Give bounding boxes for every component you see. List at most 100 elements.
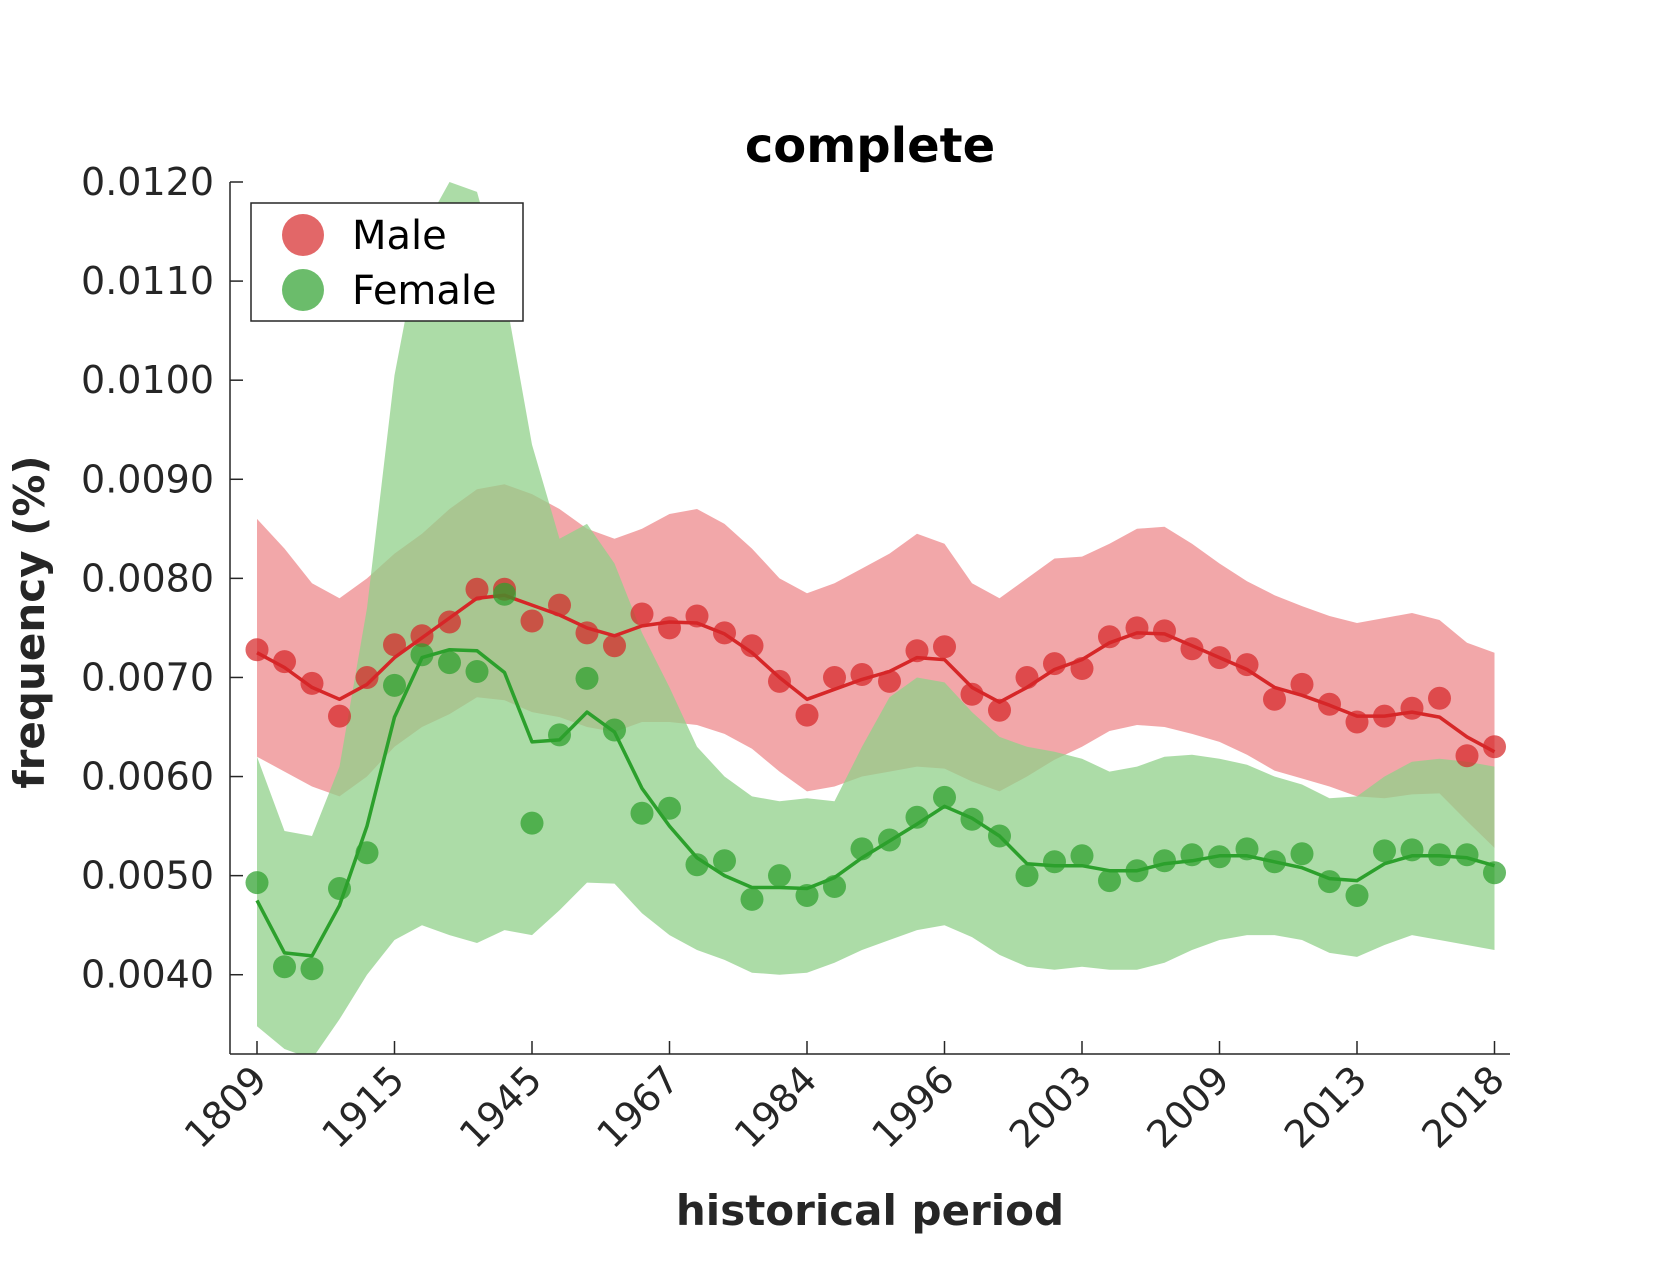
x-tick-label: 1984 [726,1057,826,1157]
y-tick-label: 0.0120 [81,160,214,204]
male-data-point [1015,666,1039,689]
y-tick-label: 0.0090 [81,457,214,501]
female-confidence-band [257,182,1495,1054]
female-data-point [713,849,736,873]
female-data-point [575,666,599,690]
female-data-point [1208,845,1231,869]
female-data-point [1483,861,1506,885]
male-data-point [300,671,324,695]
female-data-point [273,955,296,979]
female-data-point [245,871,269,895]
female-data-point [1400,838,1424,862]
male-data-point [988,698,1011,722]
male-data-point [1125,616,1149,640]
female-data-point [988,824,1011,848]
female-data-point [960,807,984,831]
y-axis-label: frequency (%) [5,455,54,788]
axes [229,182,1510,1055]
male-data-point [548,593,571,617]
male-data-point [1070,657,1094,680]
female-data-point [603,718,626,742]
male-data-point [658,616,681,640]
y-tick-label: 0.0080 [81,556,214,600]
female-data-point [658,796,681,820]
female-data-point [823,875,846,898]
male-data-point [1043,652,1066,676]
male-data-point [1373,704,1396,728]
y-tick-label: 0.0040 [81,953,214,997]
male-data-point [740,634,764,658]
x-tick-label: 2018 [1413,1057,1513,1157]
female-data-point [355,841,379,865]
female-data-point [1098,869,1121,893]
female-data-point [328,877,351,900]
female-data-point [1455,843,1479,867]
legend-label-female: Female [352,268,497,314]
male-data-point [438,610,461,634]
confidence-bands [257,182,1495,1054]
male-data-point [1345,710,1369,734]
male-data-point [245,638,269,662]
male-data-point [383,633,406,657]
female-data-point [740,887,764,911]
female-data-point [1290,842,1314,866]
male-data-point [1263,687,1286,711]
male-data-point [713,621,736,645]
x-tick-label: 2009 [1138,1057,1238,1157]
male-data-point [520,609,544,633]
male-data-point [1153,619,1176,643]
female-data-point [1015,864,1039,888]
x-tick-label: 1809 [176,1057,276,1157]
female-data-point [520,811,544,835]
x-tick-label: 2013 [1276,1057,1376,1157]
male-data-point [273,650,296,674]
y-ticks: 0.0040 0.0050 0.0060 0.0070 0.0080 0.0090 0.01… [81,160,243,997]
male-data-point [1318,692,1341,716]
female-data-point [850,837,874,861]
x-tick-label: 1996 [863,1057,963,1157]
male-data-point [630,602,654,626]
x-tick-label: 1915 [313,1057,413,1157]
y-tick-label: 0.0050 [81,854,214,898]
female-data-point [1153,849,1176,873]
female-data-point [1318,870,1341,894]
y-tick-label: 0.0060 [81,755,214,799]
female-data-point [768,864,791,888]
female-data-point [685,853,709,877]
legend-marker-male [282,214,324,256]
y-tick-label: 0.0110 [81,259,214,303]
x-ticks: 1809 1915 1945 1967 1984 1996 2003 2009 2013 2018 [176,1041,1513,1157]
female-data-point [383,673,406,697]
female-data-point [795,884,819,907]
x-tick-label: 1967 [588,1057,688,1157]
chart-title: complete [745,118,995,174]
trend-lines [255,593,1496,958]
female-data-point [410,643,434,667]
female-data-point [493,582,516,606]
male-data-point [410,624,434,648]
female-data-point [1070,844,1094,868]
female-data-point [300,957,324,981]
male-data-point [328,704,351,728]
male-data-point [1428,686,1451,710]
male-data-point [1290,672,1314,696]
legend: Male Female [250,202,524,322]
male-data-point [685,604,709,628]
male-data-point [1180,637,1204,661]
male-data-point [850,663,874,686]
male-data-point [355,666,379,689]
legend-label-male: Male [352,213,447,259]
female-data-point [1428,843,1451,867]
male-data-point [795,703,819,727]
female-data-point [905,805,929,829]
y-tick-label: 0.0100 [81,358,214,402]
male-data-point [933,635,956,659]
male-trend-line [256,593,1496,754]
male-data-point [1208,646,1231,670]
male-data-point [1235,653,1259,677]
male-data-point [603,634,626,658]
female-data-point [878,828,901,852]
x-tick-label: 1945 [451,1057,551,1157]
y-tick-label: 0.0070 [81,655,214,699]
